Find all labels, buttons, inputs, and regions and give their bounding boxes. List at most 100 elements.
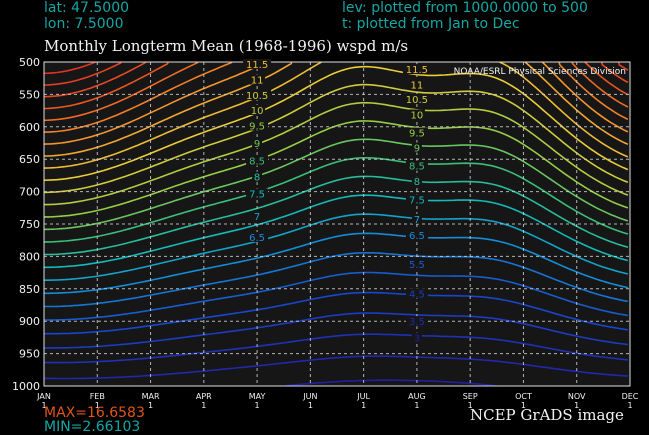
level-range-label: lev: plotted from 1000.0000 to 500 [342, 0, 588, 16]
contour-label: 7 [254, 212, 260, 223]
contour-label-bg [411, 176, 422, 187]
contour-label-bg [405, 230, 428, 241]
x-tick-sublabel: 1 [148, 401, 153, 410]
contour-label: 10 [411, 110, 424, 121]
contour-line [44, 213, 629, 281]
x-tick-label: MAY [249, 392, 266, 401]
contour-line [44, 157, 629, 243]
contour-line [44, 333, 628, 364]
contour-line [44, 194, 629, 269]
x-tick-label: JUN [302, 392, 317, 401]
x-tick-sublabel: 1 [521, 401, 526, 410]
contour-label: 8 [414, 177, 420, 188]
contour-label-bg [246, 120, 269, 131]
contour-label-bg [405, 259, 428, 270]
contour-label: 9.5 [409, 129, 425, 140]
contour-label: 7 [414, 215, 420, 226]
contour-line [44, 65, 629, 181]
contour-label-bg [405, 127, 428, 138]
contour-label: 3.5 [409, 317, 425, 328]
contour-line [44, 62, 629, 169]
x-tick-label: AUG [408, 392, 426, 401]
max-value-label: MAX=16.6583 [44, 405, 145, 421]
contour-line [44, 62, 629, 122]
contour-label-bg [405, 160, 428, 171]
contour-label: 9 [414, 144, 420, 155]
x-tick-sublabel: 1 [627, 401, 632, 410]
x-tick-label: DEC [622, 392, 639, 401]
contour-line [44, 232, 629, 295]
x-tick-sublabel: 1 [414, 401, 419, 410]
contour-label-bg [252, 171, 263, 182]
contour-label: 11.5 [406, 65, 428, 76]
contour-line [44, 271, 629, 321]
x-tick-sublabel: 1 [255, 401, 260, 410]
contour-label-bg [411, 142, 422, 153]
contour-label: 11 [411, 81, 424, 92]
y-tick-label: 850 [19, 283, 40, 296]
contour-line [44, 355, 628, 380]
y-tick-label: 600 [19, 121, 40, 134]
contour-label: 9.5 [249, 122, 265, 133]
contour-line [44, 62, 629, 145]
x-tick-label: SEP [463, 392, 478, 401]
contour-line [44, 175, 629, 256]
contour-label: 8.5 [249, 156, 265, 167]
x-tick-label: OCT [515, 392, 532, 401]
contour-label-bg [411, 332, 422, 343]
y-tick-label: 700 [19, 186, 40, 199]
contour-label-bg [246, 155, 269, 166]
noaa-credit: NOAA/ESRL Physical Sciences Division [454, 67, 626, 77]
y-tick-label: 650 [19, 153, 40, 166]
contour-label-bg [405, 288, 428, 299]
x-tick-label: NOV [568, 392, 586, 401]
contour-line [44, 138, 629, 231]
contour-line [44, 291, 629, 335]
contour-label: 11 [251, 75, 264, 86]
y-tick-label: 550 [19, 88, 40, 101]
contour-label: 10.5 [406, 95, 428, 106]
contour-label-bg [243, 90, 272, 101]
contour-label-bg [243, 58, 272, 69]
x-tick-label: JUL [356, 392, 370, 401]
y-tick-label: 800 [19, 250, 40, 263]
y-tick-label: 1000 [12, 380, 40, 393]
x-tick-sublabel: 1 [468, 401, 473, 410]
x-tick-label: FEB [90, 392, 105, 401]
contour-label: 6.5 [409, 231, 425, 242]
longitude-label: lon: 7.5000 [44, 16, 124, 32]
x-tick-sublabel: 1 [41, 401, 46, 410]
contour-line [44, 62, 629, 110]
contour-label-bg [405, 316, 428, 327]
latitude-label: lat: 47.5000 [44, 0, 130, 16]
contour-label-bg [252, 211, 263, 222]
contour-label: 10 [251, 106, 264, 117]
contour-line [44, 62, 629, 157]
y-tick-label: 750 [19, 218, 40, 231]
contour-line [44, 312, 628, 349]
contour-label: 6.5 [249, 233, 265, 244]
y-tick-label: 950 [19, 348, 40, 361]
x-tick-label: JAN [36, 392, 51, 401]
y-tick-label: 500 [19, 56, 40, 69]
contour-label: 5.5 [409, 260, 425, 271]
contour-line [44, 120, 629, 218]
y-tick-label: 900 [19, 315, 40, 328]
x-tick-sublabel: 1 [574, 401, 579, 410]
contour-label-bg [249, 74, 266, 85]
contour-label: 8.5 [409, 162, 425, 173]
contour-label-bg [246, 231, 269, 242]
x-tick-label: APR [196, 392, 212, 401]
contour-label: 3 [414, 333, 420, 344]
contour-label: 8 [254, 173, 260, 184]
contour-label-bg [408, 79, 425, 90]
contour-lines [44, 62, 629, 386]
x-tick-sublabel: 1 [361, 401, 366, 410]
contour-label: 7.5 [409, 195, 425, 206]
contour-label-bg [402, 93, 431, 104]
contour-label-bg [405, 194, 428, 205]
x-tick-sublabel: 1 [95, 401, 100, 410]
contour-label-bg [411, 213, 422, 224]
contour-label: 7.5 [249, 190, 265, 201]
